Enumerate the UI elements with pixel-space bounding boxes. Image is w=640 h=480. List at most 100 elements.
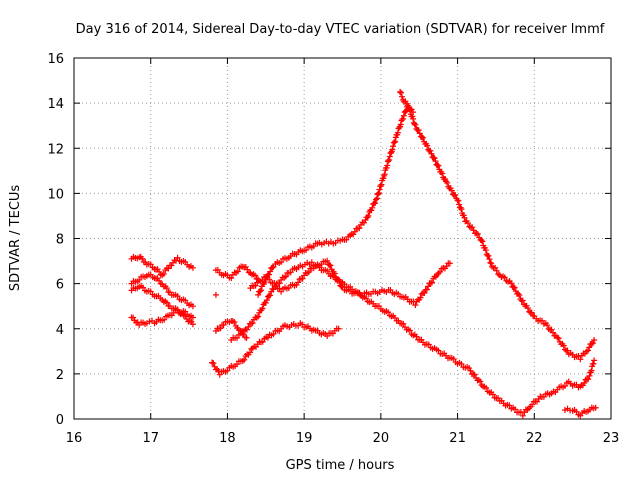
data-point xyxy=(590,360,597,367)
data-point xyxy=(365,212,372,219)
data-point xyxy=(400,320,407,327)
data-point xyxy=(217,325,224,332)
data-point xyxy=(400,115,407,122)
data-point xyxy=(398,93,405,100)
x-tick-label: 20 xyxy=(373,431,390,446)
data-point xyxy=(512,406,519,413)
y-tick-label: 4 xyxy=(56,323,64,338)
data-point xyxy=(216,371,223,378)
data-point xyxy=(420,134,427,141)
data-point xyxy=(305,269,312,276)
data-point xyxy=(477,378,484,385)
data-point xyxy=(416,130,423,137)
data-point xyxy=(555,335,562,342)
data-point xyxy=(506,402,513,409)
data-point xyxy=(564,347,571,354)
data-point xyxy=(394,129,401,136)
y-axis-label: SDTVAR / TECUs xyxy=(8,185,23,292)
data-point xyxy=(384,162,391,169)
data-point xyxy=(466,223,473,230)
data-point xyxy=(475,377,482,384)
data-point xyxy=(586,372,593,379)
y-tick-labels: 0 2 4 6 8 10 12 14 16 xyxy=(47,52,64,428)
data-point xyxy=(486,256,493,263)
data-point xyxy=(403,100,410,107)
data-point xyxy=(425,341,432,348)
data-point xyxy=(160,270,167,277)
data-point xyxy=(406,327,413,334)
data-points xyxy=(128,88,599,419)
data-point xyxy=(465,220,472,227)
data-point xyxy=(417,294,424,301)
data-point xyxy=(421,289,428,296)
data-point xyxy=(259,305,266,312)
data-point xyxy=(174,293,181,300)
data-point xyxy=(488,260,495,267)
x-axis-label: GPS time / hours xyxy=(286,458,395,473)
data-point xyxy=(267,268,274,275)
data-point xyxy=(434,162,441,169)
data-point xyxy=(276,285,283,292)
data-point xyxy=(385,309,392,316)
data-point xyxy=(189,264,196,271)
data-point xyxy=(474,230,481,237)
data-point xyxy=(270,331,277,338)
data-point xyxy=(369,204,376,211)
data-point xyxy=(516,292,523,299)
y-tick-label: 16 xyxy=(47,52,64,67)
data-point xyxy=(588,367,595,374)
data-point xyxy=(478,237,485,244)
data-point xyxy=(282,273,289,280)
series-5 xyxy=(209,320,342,378)
data-point xyxy=(410,109,417,116)
series-8 xyxy=(128,253,196,279)
data-point xyxy=(271,280,278,287)
data-point xyxy=(511,284,518,291)
data-point xyxy=(139,255,146,262)
series-6 xyxy=(212,263,262,283)
data-point xyxy=(424,142,431,149)
data-point xyxy=(592,404,599,411)
data-point xyxy=(470,227,477,234)
x-tick-label: 21 xyxy=(449,431,466,446)
data-point xyxy=(585,376,592,383)
y-tick-label: 6 xyxy=(56,278,64,293)
data-point xyxy=(412,302,419,309)
data-point xyxy=(489,391,496,398)
data-point xyxy=(427,280,434,287)
data-point xyxy=(466,365,473,372)
data-point xyxy=(410,115,417,122)
data-point xyxy=(287,269,294,276)
y-tick-label: 0 xyxy=(56,413,64,428)
data-point xyxy=(482,247,489,254)
data-point xyxy=(378,181,385,188)
data-point xyxy=(299,275,306,282)
data-point xyxy=(519,297,526,304)
data-point xyxy=(413,333,420,340)
data-point xyxy=(209,359,216,366)
data-point xyxy=(450,356,457,363)
y-tick-label: 14 xyxy=(47,97,64,112)
data-point xyxy=(432,158,439,165)
data-point xyxy=(428,150,435,157)
data-point xyxy=(257,287,264,294)
series-1 xyxy=(255,102,598,363)
data-point xyxy=(327,262,334,269)
data-point xyxy=(400,112,407,119)
data-point xyxy=(147,261,154,268)
data-point xyxy=(467,367,474,374)
data-point xyxy=(335,276,342,283)
chart-title: Day 316 of 2014, Sidereal Day-to-day VTE… xyxy=(76,22,605,37)
data-point xyxy=(189,321,196,328)
data-point xyxy=(381,171,388,178)
x-tick-label: 22 xyxy=(526,431,543,446)
data-point xyxy=(448,187,455,194)
data-point xyxy=(336,278,343,285)
data-point xyxy=(189,303,196,310)
data-point xyxy=(473,230,480,237)
data-point xyxy=(243,334,250,341)
data-point xyxy=(165,265,172,272)
data-point xyxy=(335,325,342,332)
data-point xyxy=(528,309,535,316)
